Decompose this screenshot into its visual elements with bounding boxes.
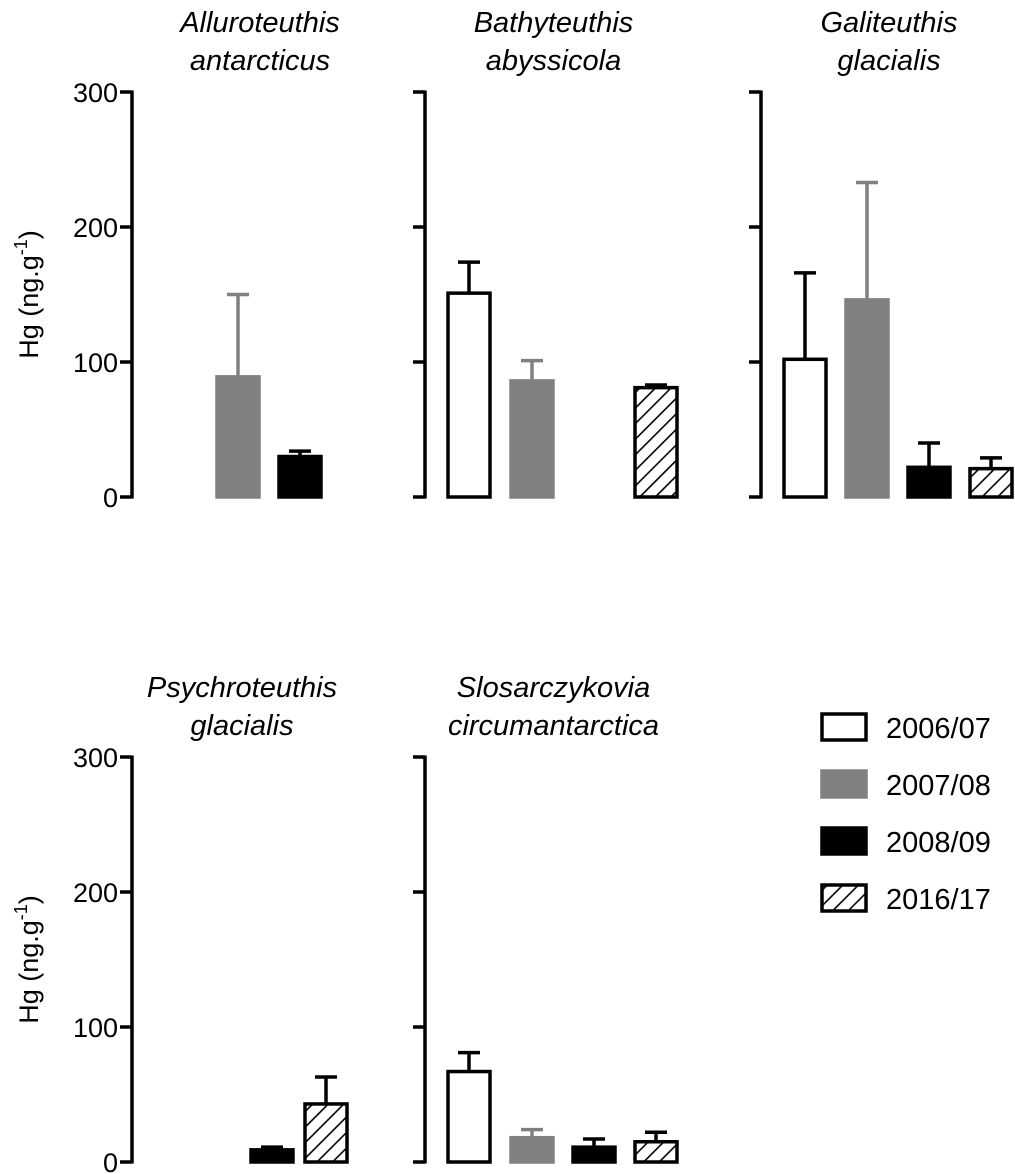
y-tick-label: 300 bbox=[73, 78, 118, 108]
bar-2006-07 bbox=[446, 1069, 492, 1164]
bar-2007-08 bbox=[844, 298, 890, 499]
y-tick-label: 300 bbox=[73, 743, 118, 773]
chart-panel: Slosarczykovia circumantarctica bbox=[413, 672, 679, 1164]
panel-title: Galiteuthis bbox=[820, 7, 957, 39]
legend-item: 2006/07 bbox=[820, 712, 991, 745]
legend-item: 2007/08 bbox=[820, 769, 991, 802]
panel-title: glacialis bbox=[190, 710, 293, 742]
chart-panel: Galiteuthis glacialis bbox=[749, 7, 1014, 499]
bar-2006-07 bbox=[782, 357, 828, 499]
bar-2008-09 bbox=[571, 1145, 617, 1164]
legend-label: 2007/08 bbox=[886, 770, 991, 802]
legend-swatch bbox=[820, 769, 868, 799]
bar-2007-08 bbox=[215, 375, 261, 499]
bar-2016-17 bbox=[968, 466, 1014, 499]
y-tick-label: 100 bbox=[73, 348, 118, 378]
y-tick-label: 0 bbox=[103, 483, 118, 513]
bar-2016-17 bbox=[633, 385, 679, 499]
y-tick-label: 0 bbox=[103, 1148, 118, 1174]
chart-panel: Psychroteuthis glacialis 0 100 200 300 Hg (ng.… bbox=[11, 672, 349, 1174]
legend-label: 2006/07 bbox=[886, 713, 991, 745]
legend-item: 2008/09 bbox=[820, 826, 991, 859]
bar-2016-17 bbox=[633, 1140, 679, 1164]
legend: 2006/07 2007/08 2008/09 2016/17 bbox=[820, 712, 991, 916]
panel-title: antarcticus bbox=[190, 45, 330, 77]
panel-title: abyssicola bbox=[486, 45, 621, 77]
bar-2007-08 bbox=[509, 379, 555, 499]
y-axis-label: Hg (ng.g-1) bbox=[11, 895, 44, 1024]
legend-swatch bbox=[820, 883, 868, 913]
panel-title: Alluroteuthis bbox=[178, 7, 340, 39]
legend-swatch bbox=[820, 826, 868, 856]
legend-label: 2016/17 bbox=[886, 884, 991, 916]
bar-2016-17 bbox=[303, 1102, 349, 1164]
legend-label: 2008/09 bbox=[886, 827, 991, 859]
panel-title: Psychroteuthis bbox=[147, 672, 337, 704]
y-tick-label: 100 bbox=[73, 1013, 118, 1043]
legend-item: 2016/17 bbox=[820, 883, 991, 916]
y-axis-label: Hg (ng.g-1) bbox=[11, 230, 44, 359]
chart-panels: Alluroteuthis antarcticus 0 100 200 300 Hg (ng… bbox=[11, 7, 1014, 1174]
bar-2008-09 bbox=[277, 454, 323, 499]
panel-title: Slosarczykovia bbox=[457, 672, 650, 704]
panel-title: Bathyteuthis bbox=[474, 7, 634, 39]
legend-swatch bbox=[820, 712, 868, 742]
chart-panel: Bathyteuthis abyssicola bbox=[413, 7, 679, 499]
chart-panel: Alluroteuthis antarcticus 0 100 200 300 Hg (ng… bbox=[11, 7, 340, 513]
bar-2007-08 bbox=[509, 1135, 555, 1164]
bar-2006-07 bbox=[446, 291, 492, 499]
panel-title: circumantarctica bbox=[448, 710, 659, 742]
y-tick-label: 200 bbox=[73, 213, 118, 243]
bar-2008-09 bbox=[249, 1148, 295, 1164]
panel-title: glacialis bbox=[837, 45, 940, 77]
y-tick-label: 200 bbox=[73, 878, 118, 908]
bar-2008-09 bbox=[906, 465, 952, 499]
